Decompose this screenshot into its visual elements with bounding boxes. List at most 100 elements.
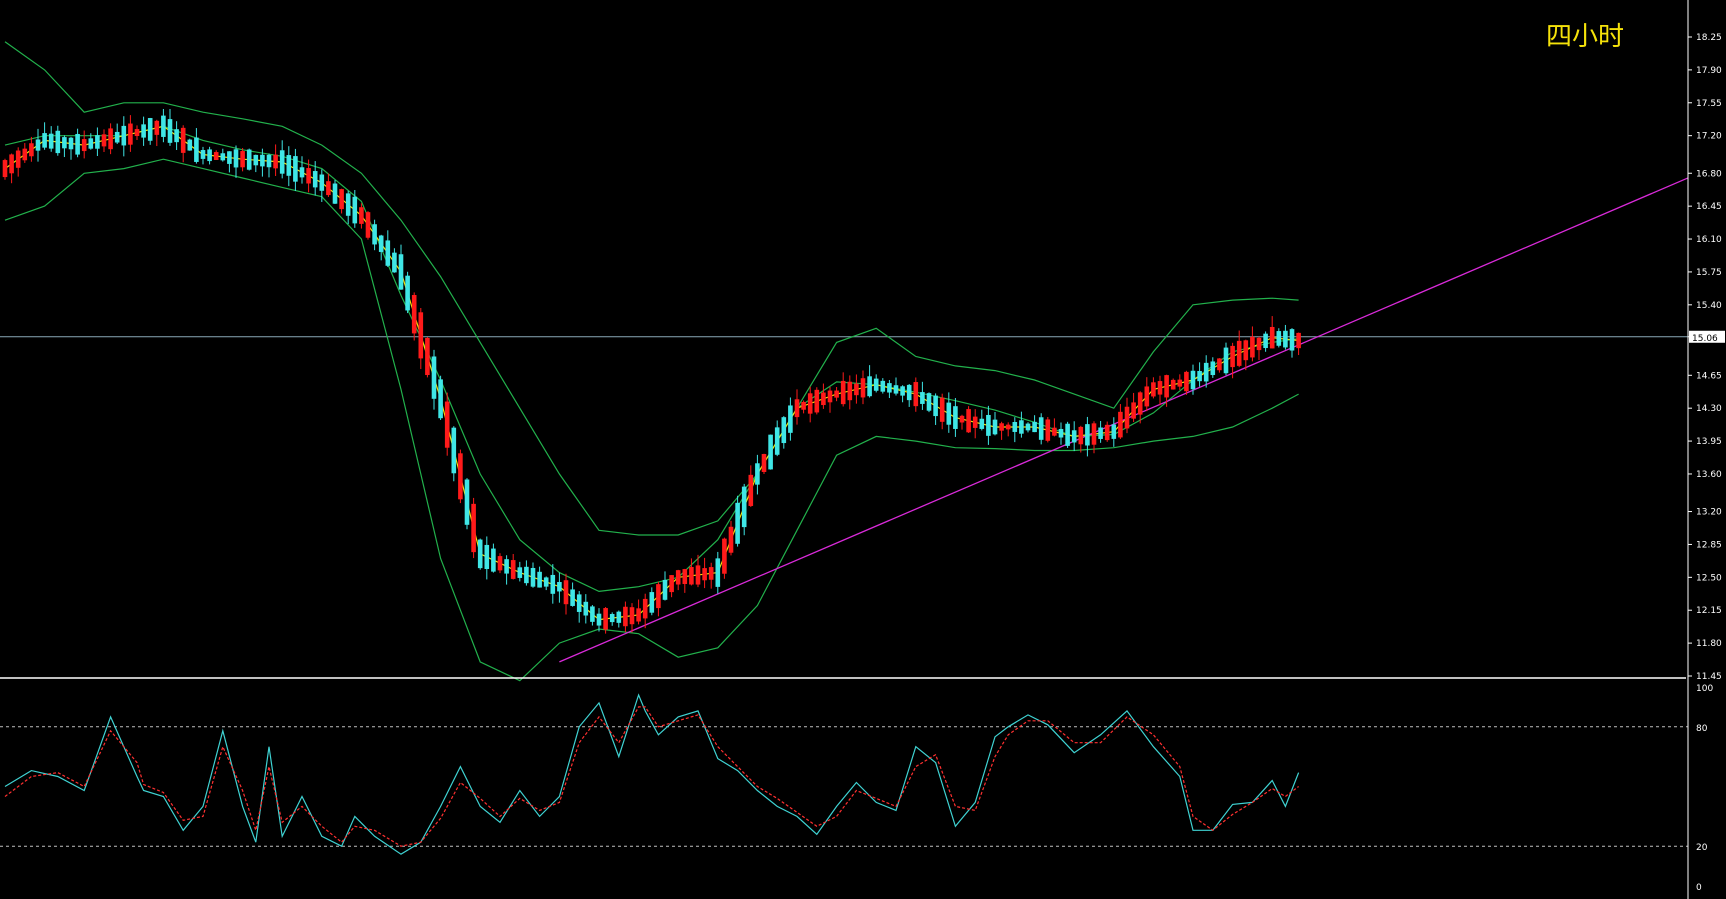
candle-body [438,379,443,419]
candle-body [867,376,872,397]
candle-body [629,607,635,625]
candle-body [418,312,424,359]
candle-body [1203,362,1209,382]
candle-body [1111,424,1117,439]
candle-body [22,148,28,161]
candle-body [966,409,971,433]
candle-body [1190,370,1196,390]
candle-body [1256,337,1262,351]
candle-body [689,567,694,585]
candle-body [636,608,641,622]
candle-body [854,383,859,396]
candle-body [213,152,219,161]
candle-body [392,252,397,273]
osc-tick-label: 0 [1696,883,1702,893]
candle-body [167,119,173,143]
candle-body [134,129,140,137]
candle-body [768,434,773,470]
candle-body [293,156,298,182]
candle-body [887,383,892,393]
candle-body [656,584,661,609]
candle-body [425,337,430,376]
price-tick-label: 17.55 [1696,99,1722,109]
chart-title: 四小时 [1546,22,1624,52]
candle-body [345,193,351,216]
candle-body [1078,426,1084,445]
candle-body [372,224,377,245]
osc-tick-label: 100 [1696,684,1713,694]
candle-body [48,133,54,149]
candle-body [326,181,331,196]
candle-body [471,503,476,553]
candle-body [187,139,193,151]
candle-body [1025,423,1031,431]
price-tick-label: 18.25 [1696,33,1722,43]
candle-body [761,454,767,472]
price-tick-label: 15.40 [1696,301,1722,311]
candle-body [873,378,879,391]
candle-body [1289,329,1295,351]
candle-body [563,580,569,605]
candle-body [68,137,74,150]
candle-body [95,135,100,149]
candle-body [62,137,67,149]
candle-body [1131,402,1136,419]
candle-body [484,544,490,570]
candle-body [260,154,265,167]
candle-body [999,423,1004,431]
candle-body [609,614,615,623]
candle-body [972,416,978,428]
oscillator-pane [0,693,1688,855]
candle-body [1243,340,1249,361]
candle-body [557,582,562,592]
candle-body [1230,345,1235,368]
candle-body [1144,386,1150,407]
candle-body [649,592,655,613]
candle-body [1005,424,1011,430]
candle-body [675,570,681,585]
candle-body [15,150,21,168]
candle-body [821,392,826,406]
candle-body [75,133,80,155]
price-tick-label: 17.90 [1696,66,1722,76]
candle-body [847,381,853,401]
candle-body [781,417,787,444]
price-pane [0,41,1689,682]
candle-body [319,174,325,191]
candle-body [1091,423,1097,445]
candle-body [524,566,529,584]
candle-body [491,548,496,572]
candle-body [1058,428,1064,438]
candle-body [42,133,47,148]
candle-body [537,571,542,588]
candle-body [1098,427,1103,439]
candle-body [550,574,556,594]
candle-body [220,153,226,161]
candle-body [715,558,721,587]
price-tick-label: 15.75 [1696,268,1722,278]
candle-body [695,565,701,585]
candle-body [708,567,714,580]
candle-body [1157,381,1163,395]
candle-body [959,415,965,423]
candle-body [1012,422,1018,432]
price-tick-label: 17.20 [1696,132,1722,142]
candle-body [1170,379,1176,390]
candle-body [2,160,8,178]
candle-body [1065,423,1070,446]
candle-body [788,405,793,433]
candle-body [603,608,608,630]
candle-body [1276,331,1282,346]
candle-body [161,115,166,137]
candle-body [451,427,457,474]
candle-body [352,196,358,224]
candle-body [735,502,740,544]
candle-body [1217,358,1222,371]
candle-body [946,402,952,425]
candle-body [1184,371,1189,392]
candle-body [35,139,41,151]
candle-body [616,611,622,623]
trendline [559,177,1689,663]
